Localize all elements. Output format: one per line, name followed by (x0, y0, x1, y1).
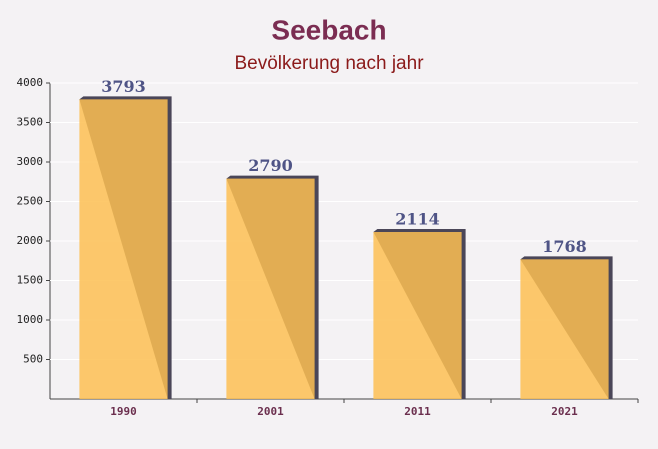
chart-title: Seebach (271, 14, 386, 45)
y-tick-label: 500 (23, 353, 43, 366)
chart-subtitle: Bevölkerung nach jahr (234, 53, 424, 74)
bar (373, 231, 462, 399)
y-tick-label: 3500 (17, 116, 44, 129)
x-tick-label: 2021 (551, 405, 578, 418)
y-tick-label: 1000 (17, 313, 44, 326)
y-tick-label: 1500 (17, 274, 44, 287)
y-tick-label: 2500 (17, 195, 44, 208)
x-tick-label: 2011 (404, 405, 431, 418)
y-tick-label: 4000 (17, 76, 44, 89)
value-label: 2790 (248, 156, 293, 175)
value-label: 3793 (101, 77, 146, 96)
value-label: 2114 (395, 209, 440, 228)
bar (520, 259, 609, 399)
bar (226, 178, 315, 399)
bar (79, 99, 168, 399)
y-tick-label: 3000 (17, 155, 44, 168)
x-tick-label: 1990 (110, 405, 137, 418)
x-tick-label: 2001 (257, 405, 284, 418)
y-tick-label: 2000 (17, 234, 44, 247)
value-label: 1768 (542, 237, 587, 256)
